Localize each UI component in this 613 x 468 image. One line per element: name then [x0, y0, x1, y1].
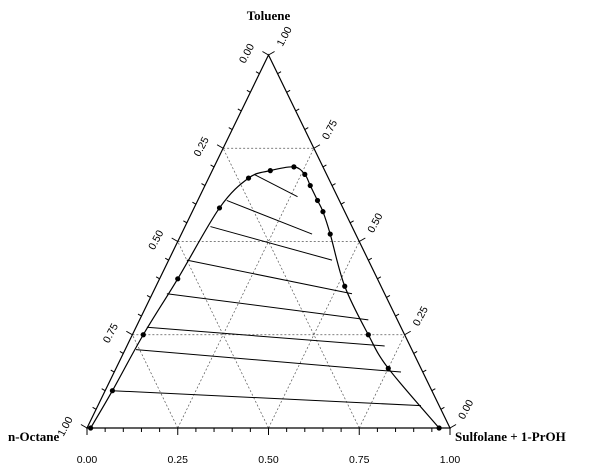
- tie-line: [146, 326, 385, 347]
- tick-left: [255, 71, 260, 75]
- tick-right: [349, 220, 354, 224]
- data-point: [365, 332, 371, 338]
- tick-label-bottom: 1.00: [440, 454, 461, 466]
- data-point: [245, 175, 252, 181]
- tick-right: [413, 350, 418, 354]
- tick-right: [277, 71, 282, 75]
- data-point: [307, 182, 313, 189]
- tick-left: [92, 406, 97, 410]
- tick-right: [286, 89, 291, 93]
- tick-label-right: 0.00: [456, 398, 476, 422]
- tie-line: [135, 349, 402, 373]
- tick-right: [368, 257, 373, 261]
- grid-layer: [132, 147, 405, 429]
- curve-layer: [88, 164, 442, 431]
- tick-left: [201, 183, 206, 186]
- data-point: [436, 425, 442, 431]
- tick-left: [101, 388, 106, 392]
- tick-right: [304, 127, 309, 131]
- tick-label-right: 1.00: [275, 25, 295, 49]
- vertex-label-left: n-Octane: [8, 429, 60, 444]
- tick-left: [192, 201, 197, 205]
- tick-right: [440, 406, 445, 410]
- axis-layer: [80, 51, 457, 435]
- tick-label-left: 0.25: [192, 135, 212, 159]
- data-point: [88, 425, 94, 431]
- tick-left: [110, 369, 115, 373]
- grid-line-octane: [222, 148, 360, 429]
- tie-line: [210, 226, 333, 261]
- tick-label-bottom: 0.75: [349, 454, 370, 466]
- tick-right: [395, 313, 400, 317]
- tick-label-left: 0.50: [146, 228, 166, 252]
- tick-right: [386, 295, 391, 298]
- tick-left: [216, 144, 224, 149]
- vertex-label-right: Sulfolane + 1-PrOH: [455, 429, 566, 444]
- data-point: [327, 231, 333, 237]
- tick-right: [268, 51, 275, 56]
- tick-right: [358, 237, 366, 242]
- data-point: [302, 171, 308, 177]
- tick-label-bottom: 0.00: [77, 454, 98, 466]
- tick-right: [322, 164, 327, 168]
- data-point: [314, 197, 321, 204]
- tick-right: [331, 183, 336, 186]
- grid-line-solvent: [177, 148, 315, 429]
- tick-left: [246, 89, 251, 93]
- tick-label-right: 0.50: [365, 211, 385, 235]
- tick-right: [340, 201, 345, 205]
- tick-left: [126, 330, 133, 336]
- data-point: [320, 209, 326, 215]
- tick-left: [210, 164, 215, 168]
- vertex-label-top: Toluene: [247, 8, 291, 23]
- data-point: [267, 168, 273, 174]
- tick-right: [404, 330, 411, 336]
- tick-right: [377, 276, 382, 280]
- tick-label-right: 0.25: [411, 304, 431, 328]
- data-point: [291, 164, 297, 170]
- data-point: [216, 205, 223, 211]
- tick-left: [155, 276, 160, 280]
- tick-left: [119, 350, 124, 354]
- grid-line-octane: [177, 241, 269, 429]
- tick-label-bottom: 0.50: [258, 454, 279, 466]
- tick-label-bottom: 0.25: [168, 454, 189, 466]
- tick-left: [80, 424, 88, 429]
- tie-line: [112, 390, 421, 407]
- tick-left: [146, 295, 151, 298]
- tick-left: [171, 237, 179, 242]
- data-point: [140, 332, 146, 338]
- tick-right: [313, 144, 321, 149]
- tick-left: [137, 313, 142, 317]
- grid-line-octane: [132, 334, 179, 429]
- tick-label-left: 0.75: [101, 321, 121, 345]
- tie-line: [253, 173, 298, 198]
- data-point: [385, 365, 391, 371]
- grid-line-solvent: [358, 334, 405, 429]
- tick-right: [431, 388, 436, 392]
- tie-line: [226, 200, 313, 235]
- data-point: [342, 283, 348, 289]
- tick-right: [295, 108, 300, 112]
- tick-label-left: 1.00: [55, 415, 75, 439]
- tick-label-left: 0.00: [237, 42, 257, 66]
- tick-left: [228, 127, 233, 131]
- data-point: [109, 388, 116, 394]
- tie-line: [166, 293, 369, 321]
- tick-left: [262, 51, 269, 56]
- tick-right: [422, 369, 427, 373]
- tie-line: [186, 259, 353, 295]
- tick-right: [449, 424, 457, 429]
- tick-left: [237, 108, 242, 112]
- tick-left: [164, 257, 169, 261]
- label-layer: Toluene n-Octane Sulfolane + 1-PrOH 0.00…: [8, 8, 566, 466]
- data-point: [175, 276, 181, 282]
- grid-line-solvent: [268, 241, 360, 429]
- tick-left: [183, 220, 188, 224]
- tick-label-right: 0.75: [320, 118, 340, 142]
